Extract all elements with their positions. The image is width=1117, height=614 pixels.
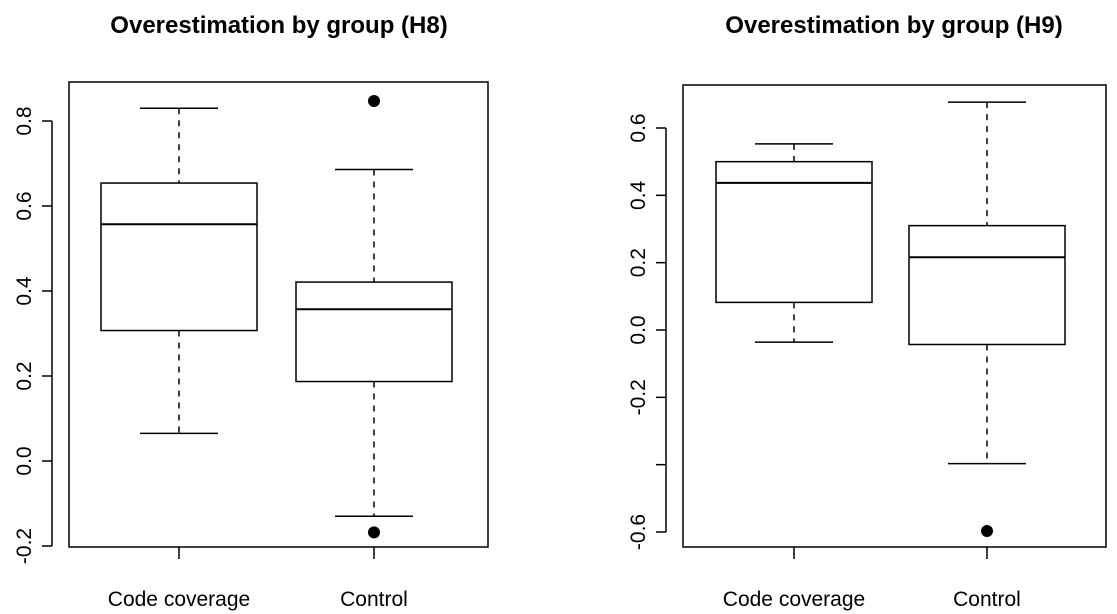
y-tick-label: 0.2 [627, 248, 650, 277]
outlier-point [368, 95, 380, 108]
x-category-label: Code coverage [723, 588, 865, 611]
x-category-label: Control [340, 588, 408, 611]
x-category-label: Control [953, 588, 1021, 611]
y-tick-label: 0.6 [13, 191, 36, 220]
y-tick-label: -0.2 [627, 379, 650, 415]
iqr-box [715, 160, 873, 304]
y-tick-label: 0.4 [13, 276, 36, 306]
y-tick-label: 0.2 [13, 361, 36, 390]
panel-h9: Overestimation by group (H9) -0.6 -0.2 0.0 0… [627, 12, 1107, 611]
y-tick-label: -0.2 [13, 528, 36, 564]
plot-frame [68, 81, 489, 548]
y-tick-label: 0.0 [627, 315, 650, 344]
iqr-box [295, 281, 453, 383]
box-control [908, 101, 1066, 537]
y-tick-label: 0.0 [13, 446, 36, 475]
y-tick-label: 0.4 [627, 180, 650, 210]
chart-title: Overestimation by group (H8) [110, 12, 447, 39]
outlier-point [981, 524, 993, 537]
y-tick-label: 0.8 [13, 106, 36, 135]
chart-title: Overestimation by group (H9) [725, 12, 1062, 39]
iqr-box [100, 182, 258, 332]
x-category-label: Code coverage [108, 588, 250, 611]
y-tick-label: -0.6 [627, 514, 650, 550]
outlier-point [368, 526, 380, 539]
plot-frame [682, 84, 1107, 548]
box-control [295, 95, 453, 539]
iqr-box [908, 224, 1066, 346]
box-code-coverage [715, 143, 873, 343]
box-code-coverage [100, 107, 258, 435]
y-tick-label: 0.6 [627, 113, 650, 142]
panel-h8: Overestimation by group (H8) -0.2 0.0 0.2 0.… [13, 12, 489, 611]
